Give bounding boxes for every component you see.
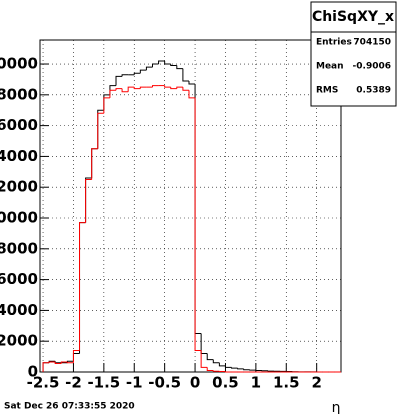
stats-value: -0.9006 [353, 62, 391, 72]
histogram-bin [48, 361, 56, 363]
timestamp: Sat Dec 26 07:33:55 2020 [4, 402, 135, 412]
stats-title: ChiSqXY_x [312, 9, 394, 25]
stats-label: Mean [316, 62, 344, 72]
stats-box: ChiSqXY_x Entries 704150 Mean -0.9006 RM… [310, 1, 397, 107]
histogram-bin [115, 75, 123, 86]
histogram-bin [85, 179, 92, 223]
histogram-bin [72, 353, 80, 362]
histogram-bin [212, 359, 220, 364]
stats-value: 0.5389 [356, 86, 391, 96]
y-tick-label: 20000 [0, 55, 38, 73]
y-tick-label: 16000 [0, 116, 38, 134]
histogram-bin [103, 94, 110, 111]
histogram-bin [42, 362, 50, 372]
x-tick-label: -1.5 [87, 374, 120, 392]
stats-value: 704150 [353, 38, 391, 48]
histogram-bin [103, 97, 110, 114]
histogram-bin [176, 65, 183, 70]
x-tick-label: 0.5 [212, 374, 239, 392]
histogram-bin [54, 361, 62, 365]
histogram-bin [42, 362, 50, 372]
x-tick-label: -1 [126, 374, 143, 392]
x-tick-label: -2.5 [27, 374, 60, 392]
histogram-bin [151, 63, 159, 68]
histogram-bin [85, 177, 92, 223]
plot-frame [39, 39, 342, 373]
histogram-bin [133, 72, 141, 75]
stats-frame [310, 1, 397, 107]
y-tick-label: 4000 [0, 301, 38, 319]
histogram-bin [54, 361, 62, 364]
histogram-bin [133, 87, 141, 90]
x-tick-label: -2 [65, 374, 82, 392]
x-tick-label: 2 [311, 374, 321, 392]
histogram-bin [66, 361, 74, 364]
histogram-bin [176, 86, 183, 89]
histogram-bin [121, 88, 129, 93]
histogram-bin [194, 84, 202, 335]
x-tick-label: 0 [190, 374, 200, 392]
y-tick-label: 0 [28, 363, 38, 381]
y-tick-label: 2000 [0, 332, 38, 350]
histogram-bin [206, 353, 214, 361]
histogram-bin [188, 90, 196, 99]
stats-label: Entries [316, 38, 352, 48]
y-tick-label: 10000 [0, 209, 38, 227]
histogram-bin [79, 222, 86, 354]
histogram-bin [218, 362, 226, 367]
histogram-bin [188, 80, 196, 85]
histogram-bin [206, 367, 214, 371]
y-tick-label: 8000 [0, 239, 38, 257]
histogram-bin [158, 60, 165, 65]
histogram-bin [200, 333, 208, 355]
y-tick-label: 18000 [0, 85, 38, 103]
histogram-bin [121, 74, 129, 77]
x-tick-label: 1.5 [273, 374, 300, 392]
histogram-bin [115, 88, 123, 91]
histogram-bin [164, 60, 171, 65]
histogram-bin [91, 148, 98, 180]
histogram-bin [170, 64, 177, 67]
x-tick-label: 1 [251, 374, 261, 392]
histogram-bin [91, 148, 98, 178]
histogram-bin [145, 66, 153, 71]
histogram-bin [97, 109, 104, 149]
histogram-bin [224, 365, 232, 368]
histogram-bin [151, 85, 159, 88]
histogram-bin [231, 367, 238, 369]
histogram-bin [182, 68, 189, 82]
x-tick-label: -0.5 [148, 374, 181, 392]
histogram-bin [79, 222, 86, 351]
x-axis-label: η [332, 400, 341, 414]
histogram-bin [60, 361, 68, 364]
histogram-bin [182, 87, 189, 91]
histogram-bin [139, 86, 147, 89]
histogram-bin [127, 86, 135, 92]
histogram-bin [194, 97, 202, 351]
histogram-bin [139, 69, 147, 74]
histogram-bin [109, 89, 117, 98]
y-tick-label: 14000 [0, 147, 38, 165]
stats-label: RMS [316, 86, 338, 96]
histogram-bin [164, 85, 171, 88]
y-tick-label: 6000 [0, 270, 38, 288]
histogram-bin [237, 368, 244, 370]
histogram-bin [170, 87, 177, 90]
histogram-bin [97, 112, 104, 149]
histogram-bin [200, 350, 208, 368]
histogram-bin [243, 368, 250, 371]
histogram-bin [72, 349, 80, 363]
histogram-bin [212, 370, 220, 372]
y-tick-label: 12000 [0, 178, 38, 196]
